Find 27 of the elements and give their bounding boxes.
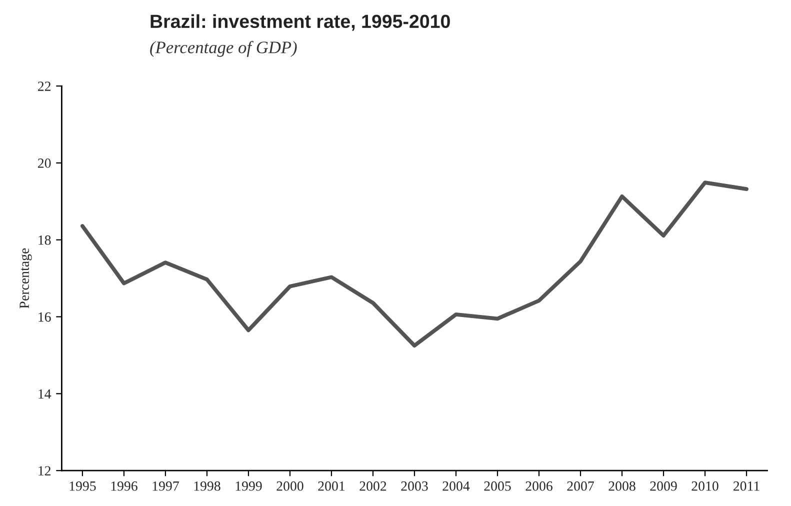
x-tick-label: 2007 <box>567 481 594 491</box>
x-tick-label: 2004 <box>442 481 470 491</box>
chart-subtitle: (Percentage of GDP) <box>150 40 297 57</box>
x-tick-label: 2011 <box>734 481 760 491</box>
x-tick-label: 1999 <box>236 481 262 491</box>
x-tick-label: 1995 <box>70 481 96 491</box>
y-tick-label: 22 <box>38 82 51 91</box>
y-tick-label: 14 <box>38 389 52 398</box>
x-tick-label: 1996 <box>111 481 138 491</box>
x-tick-label: 2002 <box>360 481 386 491</box>
x-tick-label: 1998 <box>194 481 220 491</box>
x-tick-label: 2009 <box>650 481 677 491</box>
chart-title: Brazil: investment rate, 1995-2010 <box>150 14 450 31</box>
line-series <box>80 180 748 348</box>
x-tick-label: 2005 <box>484 481 511 491</box>
y-tick-label: 18 <box>38 235 51 245</box>
y-tick-label: 12 <box>38 466 51 476</box>
y-axis-title: Percentage <box>20 248 32 308</box>
x-tick-label: 2003 <box>401 481 428 491</box>
x-tick-label: 2000 <box>276 481 304 491</box>
x-tick-label: 2006 <box>526 481 552 491</box>
x-tick-label: 2008 <box>608 481 636 491</box>
y-tick-label: 16 <box>38 312 51 322</box>
x-tick-label: 2010 <box>692 481 718 491</box>
x-tick-label: 1997 <box>152 481 179 491</box>
x-tick-label: 2001 <box>318 481 345 491</box>
y-tick-label: 20 <box>38 158 51 168</box>
